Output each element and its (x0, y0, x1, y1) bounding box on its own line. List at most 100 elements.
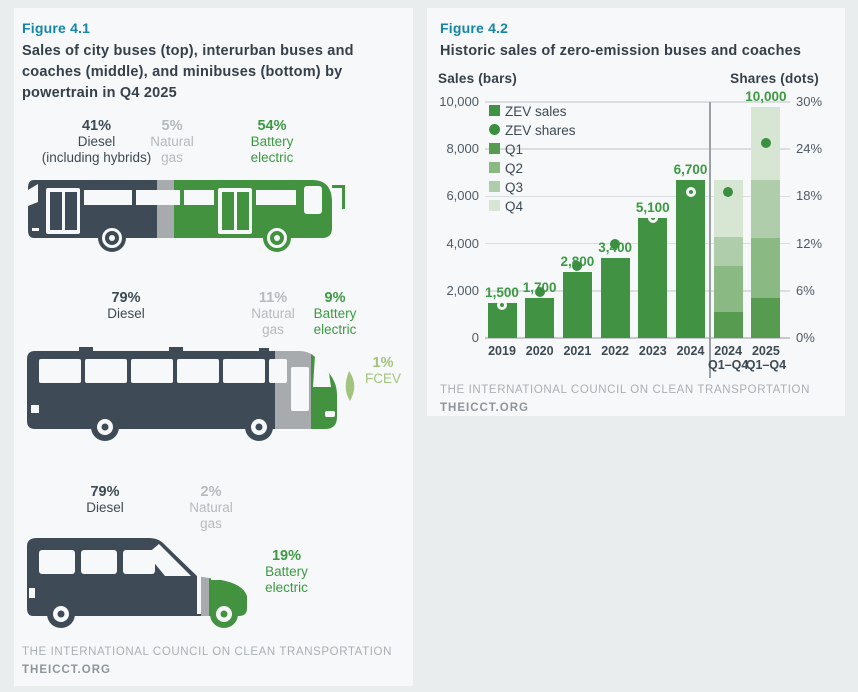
x-axis-label: 2021 (563, 344, 592, 358)
gridline (485, 195, 790, 198)
minibus-diesel-pct: 79% (90, 484, 120, 500)
legend-swatch-circle (489, 124, 500, 135)
city-bus-illustration (28, 180, 345, 252)
figure-4-1-website: THEICCT.ORG (22, 664, 111, 676)
stacked-bar-segment-q2 (751, 237, 781, 298)
sales-axis-tick: 4,000 (446, 235, 479, 251)
x-axis-label: 2019 (488, 344, 516, 358)
legend-label: Q4 (505, 199, 524, 214)
gridline (485, 290, 790, 292)
bar-value-label: 10,000 (745, 88, 787, 104)
bar-value-label: 5,100 (635, 199, 670, 215)
x-axis-label: 2022 (601, 344, 629, 358)
minibus-gas-pct: 2% (200, 484, 222, 500)
coach-illustration (27, 347, 355, 441)
shares-axis-tick: 30% (796, 94, 823, 109)
sales-axis-tick: 2,000 (446, 282, 479, 298)
figure-4-2-website: THEICCT.ORG (440, 402, 529, 414)
coach-bev-label: 9% Battery electric (295, 290, 375, 338)
legend-item: Q1 (489, 142, 599, 157)
legend-item: Q2 (489, 161, 599, 176)
stacked-bar-segment-q3 (751, 179, 781, 238)
coach-fcev-label: 1% FCEV (353, 355, 413, 387)
bar-value-label: 6,700 (673, 161, 708, 177)
minibus-diesel-label: 79% Diesel (25, 484, 185, 516)
figure-4-2-source: THE INTERNATIONAL COUNCIL ON CLEAN TRANS… (440, 384, 810, 396)
zev-sales-chart: 10,000 30% 8,000 24% 6,000 18% 4,000 12% 2,000 6%… (427, 8, 845, 416)
coach-diesel-pct: 79% (111, 290, 141, 306)
shares-axis-tick: 12% (796, 235, 823, 251)
legend-label: Q3 (505, 180, 524, 195)
stacked-bar-segment-q2 (713, 266, 743, 313)
zev-share-dot (760, 137, 771, 148)
zev-share-dot (610, 238, 621, 249)
shares-axis-tick: 0% (796, 330, 815, 345)
legend-swatch-square (489, 162, 500, 173)
sales-bar (600, 257, 630, 338)
city-bus-bev-pct: 54% (257, 118, 287, 134)
figure-4-1-source: THE INTERNATIONAL COUNCIL ON CLEAN TRANS… (22, 646, 392, 658)
legend-label: Q2 (505, 161, 524, 176)
legend-swatch-square (489, 105, 500, 116)
left-axis-title: Sales (bars) (438, 71, 517, 86)
period-divider-line (708, 102, 711, 378)
minibus-gas-label: 2% Natural gas (171, 484, 251, 532)
sales-axis-tick: 0 (471, 330, 479, 345)
city-bus-gas-pct: 5% (161, 118, 183, 134)
sales-axis-tick: 6,000 (446, 188, 479, 204)
bar-value-label: 1,500 (485, 284, 519, 300)
shares-axis-tick: 18% (796, 188, 823, 204)
minibus-diesel-name: Diesel (86, 500, 124, 515)
zev-share-dot (534, 287, 545, 298)
figure-4-1-label: Figure 4.1 (22, 20, 91, 36)
minibus-gas-name: Natural gas (189, 500, 233, 531)
coach-gas-label: 11% Natural gas (233, 290, 313, 338)
zev-share-dot (723, 187, 734, 198)
gridline (485, 242, 790, 245)
sales-axis-tick: 10,000 (439, 94, 479, 109)
stacked-bar-segment-q3 (713, 236, 743, 267)
legend-item: ZEV sales (489, 104, 599, 119)
fcev-leaf-icon (345, 371, 355, 401)
x-axis-label: 2020 (525, 344, 554, 358)
minibus-illustration (27, 538, 247, 628)
coach-gas-name: Natural gas (251, 306, 295, 337)
zev-share-dot (685, 187, 696, 198)
zev-share-dot (647, 213, 658, 224)
legend-item: Q3 (489, 180, 599, 195)
coach-fcev-pct: 1% (372, 355, 394, 371)
legend-swatch-square (489, 200, 500, 211)
minibus-bev-pct: 19% (271, 548, 302, 564)
figure-4-1-title: Sales of city buses (top), interurban bu… (22, 43, 354, 101)
x-axis-label: 2023 (638, 344, 667, 358)
right-axis-title: Shares (dots) (730, 71, 819, 86)
sales-bar (638, 217, 668, 338)
minibus-bev-name: Battery electric (265, 564, 308, 595)
zev-share-dot (497, 299, 507, 310)
city-bus-gas-name: Natural gas (150, 134, 194, 165)
minibus-bev-label: 19% Battery electric (244, 548, 329, 596)
gridline (485, 148, 790, 150)
sales-bar (676, 179, 705, 338)
city-bus-bev-name: Battery electric (250, 134, 294, 165)
gridline (485, 337, 790, 340)
shares-axis-tick: 6% (796, 282, 815, 298)
city-bus-diesel-pct: 41% (81, 118, 112, 134)
sales-bar (562, 271, 592, 338)
coach-fcev-name: FCEV (364, 371, 401, 386)
coach-bev-name: Battery electric (313, 306, 357, 337)
sales-axis-tick: 8,000 (446, 141, 479, 157)
legend-label: ZEV sales (505, 104, 567, 119)
legend-label: ZEV shares (505, 123, 576, 138)
legend-swatch-square (489, 181, 500, 192)
figure-4-2-panel: Figure 4.2 Historic sales of zero-emissi… (427, 8, 845, 416)
x-axis-label: 2024 (676, 344, 705, 358)
legend-label: Q1 (505, 142, 524, 157)
city-bus-diesel-label: 41% Diesel (including hybrids) (9, 118, 184, 166)
sales-bar (525, 297, 555, 338)
gridline (485, 101, 790, 103)
figure-4-1-panel: Figure 4.1 Sales of city buses (top), in… (14, 8, 413, 686)
legend-item: ZEV shares (489, 123, 599, 138)
x-axis-label: 2024 Q1–Q4 (708, 344, 749, 372)
coach-gas-pct: 11% (258, 290, 288, 306)
